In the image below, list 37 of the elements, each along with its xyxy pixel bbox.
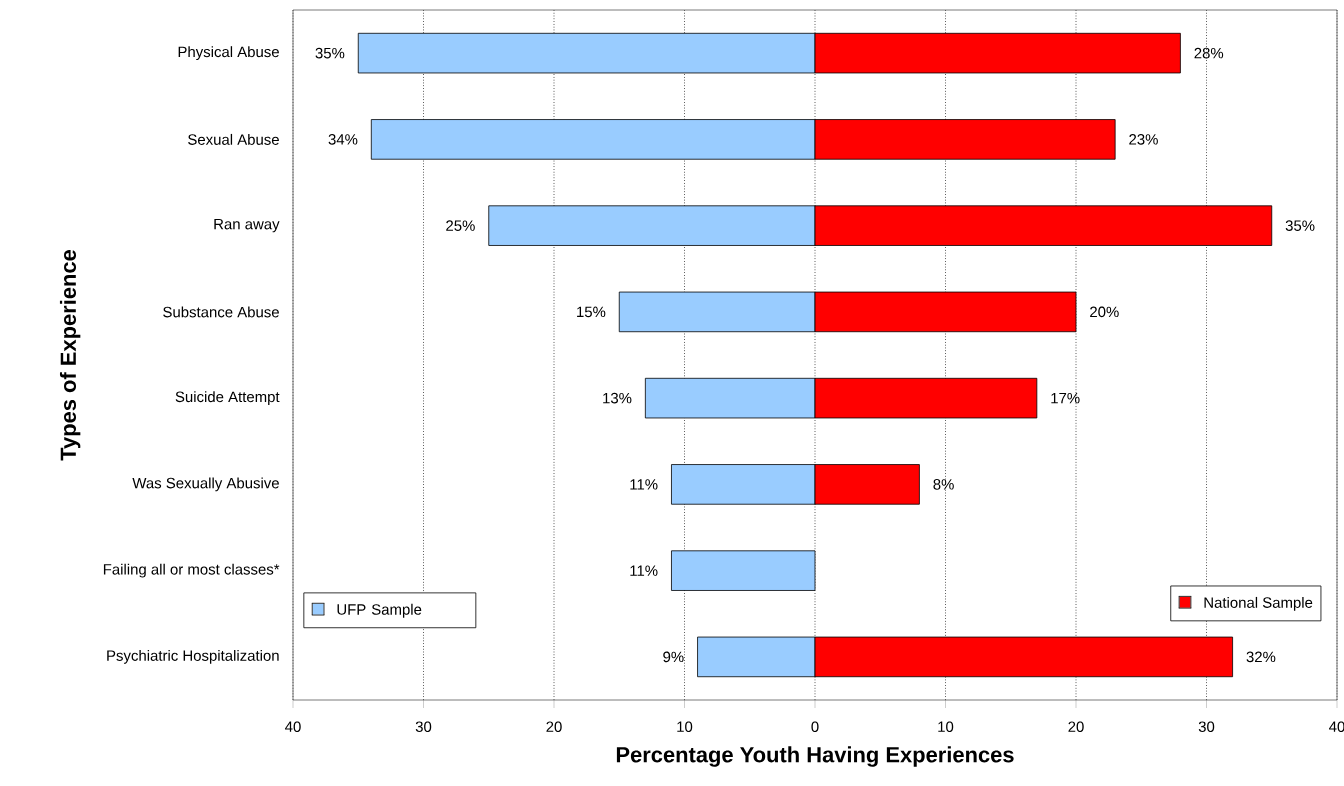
y-tick-label: Failing all or most classes* <box>103 563 280 578</box>
data-label: 28% <box>1194 47 1224 59</box>
bar <box>671 550 816 591</box>
y-tick-label: Sexual Abuse <box>188 133 279 145</box>
x-tick-label: 40 <box>1329 721 1344 732</box>
x-tick-label: 10 <box>938 721 954 732</box>
y-tick-label: Was Sexually Abusive <box>132 477 279 492</box>
data-label: 35% <box>315 47 345 59</box>
legend-label: UFP Sample <box>337 603 422 618</box>
y-tick-label: Psychiatric Hospitalization <box>107 649 279 664</box>
data-label: 34% <box>328 134 358 145</box>
x-tick-label: 0 <box>811 721 819 732</box>
data-label: 35% <box>1285 220 1315 231</box>
x-axis-title: Percentage Youth Having Experiences <box>616 746 1014 767</box>
data-label: 25% <box>446 220 475 231</box>
x-tick-label: 10 <box>677 721 693 732</box>
data-label: 11% <box>630 565 658 576</box>
y-tick-label: Ran away <box>214 218 280 233</box>
y-axis-title: Types of Experience <box>59 250 81 461</box>
data-label: 9% <box>663 651 684 663</box>
data-label: 20% <box>1090 306 1119 318</box>
x-tick-label: 20 <box>546 721 562 732</box>
y-tick-label: Physical Abuse <box>178 46 279 61</box>
x-tick-label: 40 <box>285 721 301 732</box>
y-tick-label: Suicide Attempt <box>175 391 280 406</box>
data-label: 15% <box>577 306 606 318</box>
data-label: 23% <box>1129 134 1158 145</box>
data-label: 11% <box>630 479 658 490</box>
legend-label: National Sample <box>1204 596 1313 611</box>
x-tick-label: 30 <box>415 721 432 732</box>
data-label: 32% <box>1246 651 1276 663</box>
data-label: 13% <box>603 392 632 404</box>
y-tick-label: Substance Abuse <box>163 306 279 318</box>
data-label: 17% <box>1051 392 1080 404</box>
data-label: 8% <box>933 479 954 490</box>
x-tick-label: 20 <box>1068 721 1084 732</box>
x-tick-label: 30 <box>1198 721 1215 732</box>
